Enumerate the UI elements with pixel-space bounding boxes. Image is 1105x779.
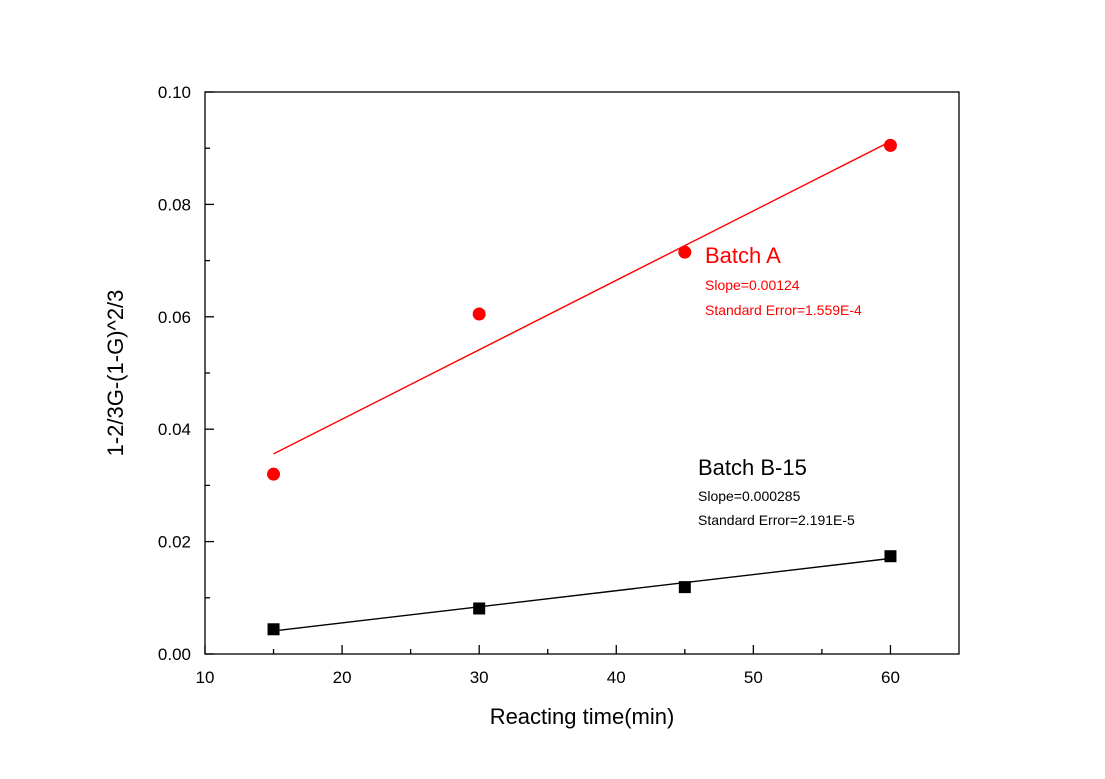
y-tick-label: 0.06 — [158, 308, 191, 327]
batch-a-standard-error: Standard Error=1.559E-4 — [705, 302, 862, 318]
batch-a-data-point — [472, 307, 486, 321]
x-tick-label: 40 — [607, 668, 626, 687]
y-tick-label: 0.10 — [158, 83, 191, 102]
batch-a-data-point — [883, 138, 897, 152]
batch-b15-label: Batch B-15 — [698, 455, 807, 480]
y-tick-label: 0.02 — [158, 533, 191, 552]
x-axis-ticks: 10 20 30 40 50 60 — [196, 645, 900, 687]
x-tick-label: 20 — [333, 668, 352, 687]
x-tick-label: 50 — [744, 668, 763, 687]
plot-frame — [204, 91, 960, 655]
batch-a-data-point — [678, 245, 692, 259]
y-tick-label: 0.04 — [158, 420, 191, 439]
y-tick-label: 0.00 — [158, 645, 191, 664]
batch-b15-slope: Slope=0.000285 — [698, 488, 801, 504]
y-tick-label: 0.08 — [158, 195, 191, 214]
batch-b-15-fit-line — [273, 557, 891, 632]
batch-a-fit-line — [273, 140, 891, 455]
batch-a-slope: Slope=0.00124 — [705, 277, 800, 293]
x-tick-label: 10 — [196, 668, 215, 687]
batch-b-15-data-point — [473, 602, 486, 615]
plot-layer — [267, 138, 897, 636]
batch-b-15-data-point — [678, 581, 691, 594]
x-tick-label: 30 — [470, 668, 489, 687]
batch-b-15-data-point — [884, 550, 897, 563]
batch-a-label: Batch A — [705, 243, 781, 268]
batch-b15-standard-error: Standard Error=2.191E-5 — [698, 512, 855, 528]
x-axis-title: Reacting time(min) — [490, 704, 675, 729]
batch-a-data-point — [267, 467, 281, 481]
x-tick-label: 60 — [881, 668, 900, 687]
y-axis-title: 1-2/3G-(1-G)^2/3 — [103, 290, 128, 457]
batch-b-15-data-point — [267, 623, 280, 636]
y-axis-ticks: 0.00 0.02 0.04 0.06 0.08 0.10 — [158, 83, 214, 664]
